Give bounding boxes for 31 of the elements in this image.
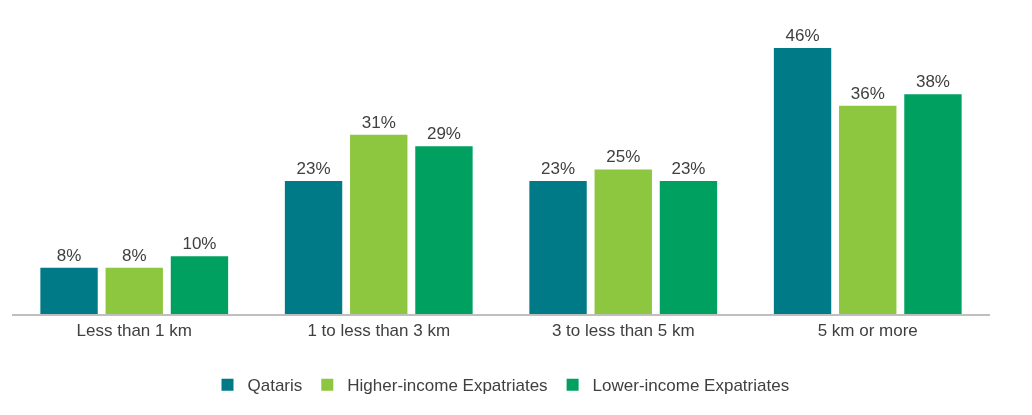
- bar: [40, 267, 98, 314]
- x-tick-label: 3 to less than 5 km: [551, 321, 695, 341]
- data-label: 36%: [850, 83, 885, 103]
- legend-label: Higher-income Expatriates: [347, 376, 548, 396]
- data-label: 38%: [915, 72, 950, 92]
- bar: [839, 105, 897, 314]
- legend-label: Qataris: [247, 376, 303, 396]
- data-label: 46%: [785, 26, 820, 45]
- x-tick-label: 5 km or more: [817, 321, 918, 341]
- data-label: 10%: [182, 234, 217, 254]
- data-label: 29%: [426, 124, 461, 144]
- bar: [904, 94, 962, 314]
- data-label: 23%: [296, 159, 331, 178]
- data-label: 25%: [606, 147, 641, 167]
- data-label: 8%: [121, 245, 147, 265]
- data-label: 31%: [361, 112, 396, 132]
- bar: [773, 48, 832, 314]
- bar: [105, 267, 163, 314]
- bar: [529, 181, 587, 314]
- bar: [594, 169, 652, 314]
- bar: [659, 181, 718, 314]
- data-label: 23%: [671, 159, 706, 178]
- bar: [415, 146, 473, 314]
- bar: [284, 181, 343, 314]
- data-label: 23%: [541, 159, 576, 178]
- x-tick-label: 1 to less than 3 km: [307, 321, 451, 341]
- x-tick-label: Less than 1 km: [76, 321, 192, 341]
- bar: [170, 256, 229, 314]
- bar: [350, 134, 408, 314]
- data-label: 8%: [56, 245, 82, 265]
- legend-label: Lower-income Expatriates: [592, 376, 790, 396]
